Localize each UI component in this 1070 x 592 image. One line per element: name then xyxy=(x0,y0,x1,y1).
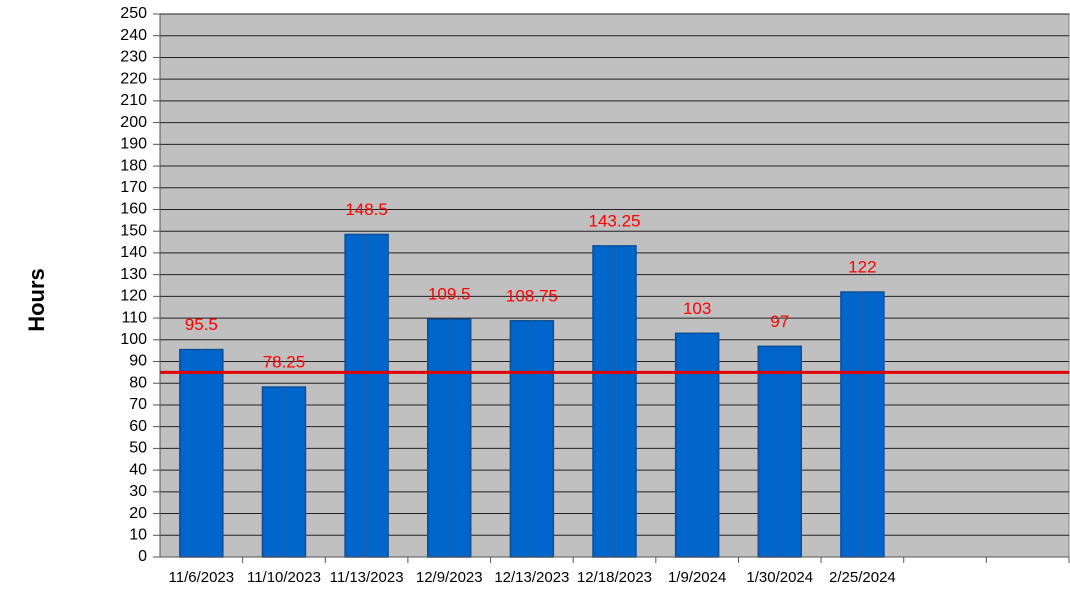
data-label: 148.5 xyxy=(345,200,388,219)
data-label: 143.25 xyxy=(589,211,641,230)
y-tick-label: 210 xyxy=(120,92,147,109)
data-label: 103 xyxy=(683,299,711,318)
x-tick-label: 1/30/2024 xyxy=(746,569,813,586)
x-tick-label: 2/25/2024 xyxy=(829,569,896,586)
y-tick-label: 120 xyxy=(120,288,147,305)
x-tick-label: 12/13/2023 xyxy=(494,569,569,586)
data-label: 109.5 xyxy=(428,285,471,304)
data-label: 122 xyxy=(848,258,876,277)
x-tick-label: 11/13/2023 xyxy=(330,569,404,586)
y-tick-label: 40 xyxy=(129,461,147,478)
y-tick-label: 0 xyxy=(138,548,147,565)
data-label: 108.75 xyxy=(506,286,558,305)
x-tick-label: 11/10/2023 xyxy=(247,569,321,586)
x-tick-label: 11/6/2023 xyxy=(169,569,235,586)
y-tick-label: 130 xyxy=(120,266,147,283)
y-tick-label: 10 xyxy=(129,526,147,543)
data-label: 78.25 xyxy=(263,353,306,372)
y-tick-label: 160 xyxy=(120,201,147,218)
y-tick-label: 220 xyxy=(120,70,147,87)
y-tick-label: 250 xyxy=(120,5,147,22)
y-tick-label: 140 xyxy=(120,244,147,261)
data-label: 95.5 xyxy=(185,315,218,334)
y-tick-label: 30 xyxy=(129,483,147,500)
y-axis-label: Hours xyxy=(24,268,49,332)
x-tick-label: 12/9/2023 xyxy=(416,569,483,586)
x-tick-label: 12/18/2023 xyxy=(577,569,652,586)
y-tick-label: 150 xyxy=(120,222,147,239)
y-tick-label: 170 xyxy=(120,179,147,196)
y-tick-label: 70 xyxy=(129,396,147,413)
data-label: 97 xyxy=(770,312,789,331)
x-tick-label: 1/9/2024 xyxy=(668,569,726,586)
y-tick-label: 110 xyxy=(121,309,147,326)
y-tick-label: 100 xyxy=(120,331,147,348)
y-tick-label: 230 xyxy=(120,49,147,66)
y-tick-label: 20 xyxy=(129,505,147,522)
y-tick-label: 50 xyxy=(129,440,147,457)
y-tick-label: 200 xyxy=(120,114,147,131)
y-tick-label: 190 xyxy=(120,136,147,153)
y-tick-label: 180 xyxy=(120,157,147,174)
y-tick-label: 240 xyxy=(120,27,147,44)
y-tick-label: 60 xyxy=(129,418,147,435)
y-tick-label: 90 xyxy=(129,353,147,370)
y-tick-label: 80 xyxy=(129,374,147,391)
